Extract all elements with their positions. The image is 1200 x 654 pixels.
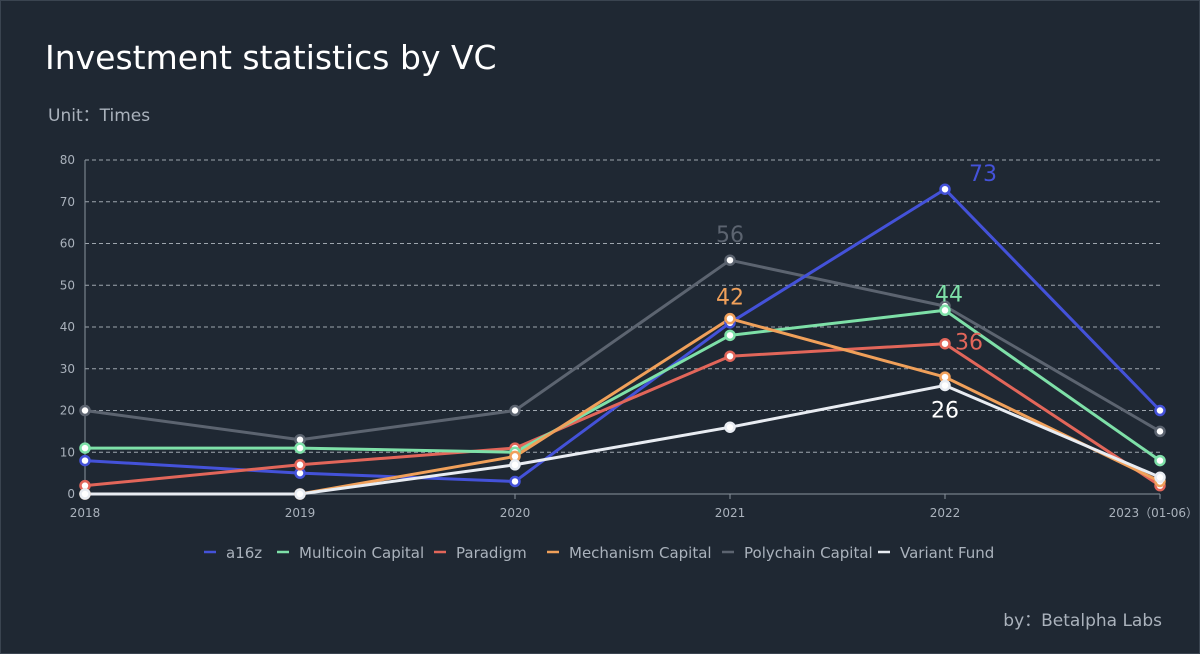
data-point [724, 254, 736, 266]
series-line [85, 317, 1161, 496]
unit-subtitle: Unit：Times [48, 106, 151, 126]
legend-label: Mechanism Capital [569, 544, 712, 562]
data-point [939, 183, 951, 195]
y-tick-label: 70 [60, 195, 75, 209]
x-tick-label: 2021 [715, 506, 746, 520]
credit-label: by：Betalpha Labs [1003, 611, 1162, 631]
series-line [84, 342, 1161, 488]
page-title: Investment statistics by VC [45, 38, 497, 77]
series-line [84, 258, 1161, 442]
y-tick-label: 40 [60, 320, 75, 334]
series-line [85, 383, 1161, 496]
data-point [509, 475, 521, 488]
y-tick-label: 20 [60, 404, 75, 418]
data-point [1154, 454, 1166, 467]
data-point [509, 459, 521, 471]
legend-label: Variant Fund [900, 544, 994, 562]
data-point [294, 442, 306, 454]
peak-value-label: 73 [969, 162, 997, 187]
legend-label: Paradigm [456, 544, 527, 562]
x-tick-label: 2018 [70, 506, 101, 520]
data-point [939, 379, 951, 392]
y-tick-label: 50 [60, 278, 75, 292]
data-point [724, 350, 736, 362]
data-point [1154, 404, 1166, 417]
y-tick-label: 60 [60, 237, 75, 251]
peak-value-label: 42 [716, 286, 744, 311]
data-point [939, 337, 951, 350]
y-tick-label: 0 [67, 487, 75, 501]
peak-value-label: 56 [716, 223, 744, 248]
data-point [79, 488, 91, 500]
series-line [85, 308, 1161, 462]
data-point [724, 421, 736, 433]
data-point [79, 454, 91, 467]
y-tick-label: 30 [60, 362, 75, 376]
x-tick-label: 2023（01-06） [1109, 506, 1198, 520]
data-point [1154, 425, 1166, 438]
x-tick-label: 2022 [930, 506, 961, 520]
data-point [939, 304, 951, 317]
y-tick-label: 80 [60, 153, 75, 167]
peak-value-label: 26 [931, 398, 959, 423]
data-point [79, 442, 91, 454]
x-tick-label: 2019 [285, 506, 316, 520]
x-tick-label: 2020 [500, 506, 531, 520]
peak-value-label: 36 [955, 331, 983, 356]
legend-label: a16z [226, 544, 262, 562]
data-point [79, 404, 91, 417]
data-point [294, 488, 306, 500]
peak-value-label: 44 [935, 282, 963, 307]
data-point [724, 329, 736, 342]
data-point [294, 459, 306, 471]
y-tick-label: 10 [60, 445, 75, 459]
data-point [1154, 471, 1166, 484]
legend-label: Polychain Capital [744, 544, 873, 562]
legend-label: Multicoin Capital [299, 544, 424, 562]
data-point [724, 312, 736, 325]
data-point [509, 404, 521, 417]
